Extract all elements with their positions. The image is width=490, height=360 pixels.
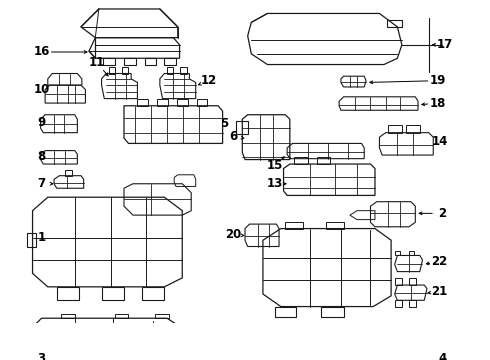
Text: 20: 20 xyxy=(225,228,242,241)
Text: 17: 17 xyxy=(437,38,453,51)
Text: 6: 6 xyxy=(229,130,238,143)
Text: 9: 9 xyxy=(37,116,46,129)
Text: 7: 7 xyxy=(37,177,46,190)
Text: 2: 2 xyxy=(438,207,446,220)
Text: 16: 16 xyxy=(33,45,49,58)
Text: 13: 13 xyxy=(267,177,283,190)
Text: 12: 12 xyxy=(201,74,217,87)
Text: 5: 5 xyxy=(220,117,228,130)
Text: 14: 14 xyxy=(431,135,448,148)
Text: 19: 19 xyxy=(430,74,446,87)
Text: 21: 21 xyxy=(431,285,448,298)
Text: 1: 1 xyxy=(37,231,46,244)
Text: 11: 11 xyxy=(89,56,105,69)
Text: 15: 15 xyxy=(267,159,283,172)
Text: 8: 8 xyxy=(37,150,46,163)
Text: 18: 18 xyxy=(430,96,446,109)
Text: 10: 10 xyxy=(33,83,49,96)
Text: 3: 3 xyxy=(37,352,46,360)
Text: 4: 4 xyxy=(438,352,446,360)
Text: 22: 22 xyxy=(431,255,448,268)
